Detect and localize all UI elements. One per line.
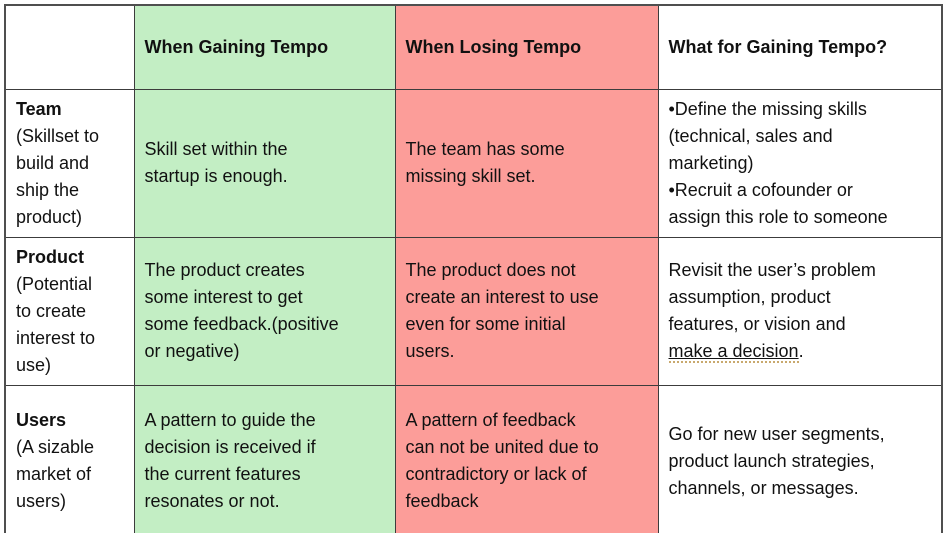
users-row-subtitle: (A sizable market of users) bbox=[16, 437, 95, 512]
gaining-tempo-header-cell: When Gaining Tempo bbox=[133, 4, 396, 90]
team-gaining-cell: Skill set within the startup is enough. bbox=[133, 88, 396, 238]
product-gaining-text: The product creates some interest to get… bbox=[144, 260, 339, 361]
team-row-title: Team bbox=[16, 98, 62, 119]
users-gaining-cell: A pattern to guide the decision is recei… bbox=[133, 384, 396, 533]
losing-tempo-header-cell: When Losing Tempo bbox=[394, 4, 659, 90]
team-row-subtitle: (Skillset to build and ship the product) bbox=[16, 125, 100, 227]
users-losing-cell: A pattern of feedback can not be united … bbox=[394, 384, 659, 533]
team-action-cell: •Define the missing skills (technical, s… bbox=[657, 88, 943, 238]
product-losing-cell: The product does not create an interest … bbox=[394, 236, 659, 386]
users-action-cell: Go for new user segments, product launch… bbox=[657, 384, 943, 533]
product-action-prefix: Revisit the user’s problem assumption, p… bbox=[668, 260, 876, 334]
make-a-decision-underlined-text: make a decision bbox=[668, 341, 799, 363]
users-gaining-text: A pattern to guide the decision is recei… bbox=[144, 410, 316, 512]
table-row-team: Team (Skillset to build and ship the prod… bbox=[4, 88, 943, 238]
team-losing-text: The team has some missing skill set. bbox=[405, 139, 565, 186]
users-row-header-cell: Users (A sizable market of users) bbox=[4, 384, 135, 533]
tempo-comparison-table-wrap: When Gaining Tempo When Losing Tempo Wha… bbox=[4, 4, 943, 533]
product-losing-text: The product does not create an interest … bbox=[405, 260, 599, 361]
product-action-suffix: . bbox=[798, 341, 804, 361]
product-action-text: Revisit the user’s problem assumption, p… bbox=[668, 257, 932, 365]
product-row-subtitle: (Potential to create interest to use) bbox=[16, 273, 96, 375]
team-gaining-text: Skill set within the startup is enough. bbox=[144, 139, 288, 186]
product-row-title: Product bbox=[16, 246, 85, 267]
team-action-text: •Define the missing skills (technical, s… bbox=[668, 98, 888, 227]
team-row-header-cell: Team (Skillset to build and ship the prod… bbox=[4, 88, 135, 238]
team-losing-cell: The team has some missing skill set. bbox=[394, 88, 659, 238]
row-label-header-cell bbox=[4, 4, 135, 90]
header-row: When Gaining Tempo When Losing Tempo Wha… bbox=[4, 4, 943, 90]
users-row-title: Users bbox=[16, 410, 67, 431]
action-header-cell: What for Gaining Tempo? bbox=[657, 4, 943, 90]
tempo-comparison-table: When Gaining Tempo When Losing Tempo Wha… bbox=[4, 4, 943, 533]
product-gaining-cell: The product creates some interest to get… bbox=[133, 236, 396, 386]
product-row-header-cell: Product (Potential to create interest to … bbox=[4, 236, 135, 386]
table-row-users: Users (A sizable market of users) A patte… bbox=[4, 384, 943, 533]
users-action-text: Go for new user segments, product launch… bbox=[668, 423, 885, 498]
table-row-product: Product (Potential to create interest to … bbox=[4, 236, 943, 386]
product-action-cell: Revisit the user’s problem assumption, p… bbox=[657, 236, 943, 386]
users-losing-text: A pattern of feedback can not be united … bbox=[405, 410, 599, 512]
